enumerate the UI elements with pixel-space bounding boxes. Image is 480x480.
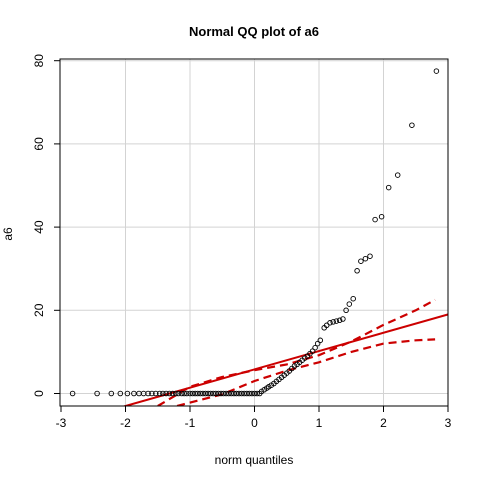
data-point: [343, 307, 349, 314]
data-point: [244, 390, 250, 397]
data-point: [187, 390, 193, 397]
data-point: [200, 390, 206, 397]
x-tick-label: 1: [316, 416, 323, 430]
data-point: [160, 390, 166, 397]
data-point: [433, 68, 440, 74]
data-point: [346, 301, 353, 307]
data-point: [228, 390, 235, 397]
data-point: [94, 390, 100, 397]
envelope-upper-line: [157, 298, 436, 406]
data-point: [213, 390, 219, 397]
data-point: [231, 390, 237, 397]
data-point: [207, 390, 214, 397]
data-point: [327, 320, 333, 326]
grid: [60, 59, 448, 406]
data-point: [358, 258, 364, 264]
data-point: [362, 255, 369, 262]
data-point: [385, 184, 392, 191]
data-point: [350, 295, 356, 302]
data-point: [336, 317, 343, 324]
data-point: [145, 390, 151, 397]
data-point: [333, 318, 340, 324]
x-tick-label: 2: [380, 416, 387, 430]
confidence-envelope: [157, 298, 436, 406]
data-point: [178, 390, 185, 397]
y-tick-label: 40: [32, 220, 46, 234]
plot-frame: [59, 58, 449, 407]
data-point: [409, 122, 415, 128]
data-point: [233, 390, 240, 397]
data-point: [197, 390, 204, 397]
data-point: [249, 390, 255, 397]
chart-title: Normal QQ plot of a6: [189, 24, 319, 39]
data-point: [131, 390, 137, 397]
data-point: [166, 390, 173, 397]
data-point: [117, 390, 124, 397]
data-point: [246, 390, 253, 397]
data-point: [218, 390, 224, 397]
data-point: [251, 390, 258, 397]
data-point: [394, 172, 401, 178]
data-point: [241, 390, 247, 397]
data-point: [153, 390, 159, 397]
points: [69, 68, 440, 397]
x-tick-label: -2: [120, 416, 131, 430]
data-point: [149, 390, 155, 397]
data-point: [223, 390, 229, 397]
x-tick-label: -1: [185, 416, 196, 430]
x-axis-label: norm quantiles: [215, 453, 294, 467]
y-axis-label: a6: [1, 227, 15, 241]
data-point: [314, 340, 321, 347]
data-point: [108, 390, 115, 397]
data-point: [156, 390, 163, 397]
data-point: [202, 390, 209, 397]
y-tick-label: 0: [32, 390, 46, 397]
data-point: [189, 390, 196, 397]
data-point: [124, 390, 131, 397]
data-point: [163, 390, 169, 397]
x-tick-label: 0: [251, 416, 258, 430]
data-point: [236, 390, 242, 397]
data-point: [215, 390, 222, 397]
data-point: [169, 390, 176, 397]
data-point: [354, 268, 360, 274]
data-point: [312, 344, 318, 351]
data-point: [340, 316, 346, 322]
data-point: [194, 390, 201, 397]
y-tick-label: 80: [32, 54, 46, 68]
y-tick-label: 20: [32, 303, 46, 317]
axes: -3 -2 -1 0 1 2 3 0 20 40 60 80: [32, 54, 452, 430]
data-point: [220, 390, 227, 397]
data-point: [367, 253, 373, 259]
data-point: [69, 390, 76, 397]
data-point: [192, 390, 198, 397]
y-tick-label: 60: [32, 137, 46, 151]
data-point: [173, 390, 179, 397]
data-point: [210, 390, 216, 397]
data-point: [175, 390, 182, 397]
x-tick-label: -3: [56, 416, 67, 430]
envelope-lower-line: [176, 338, 436, 406]
data-point: [181, 390, 187, 397]
data-point: [372, 216, 378, 223]
data-point: [330, 319, 336, 325]
x-tick-label: 3: [445, 416, 452, 430]
data-point: [184, 390, 190, 397]
data-point: [254, 390, 260, 397]
data-point: [317, 337, 324, 344]
fit-line-group: [121, 313, 448, 406]
data-point: [225, 390, 232, 397]
data-point: [378, 213, 385, 220]
fit-line: [121, 313, 448, 406]
data-point: [238, 390, 245, 397]
data-point: [205, 390, 211, 397]
